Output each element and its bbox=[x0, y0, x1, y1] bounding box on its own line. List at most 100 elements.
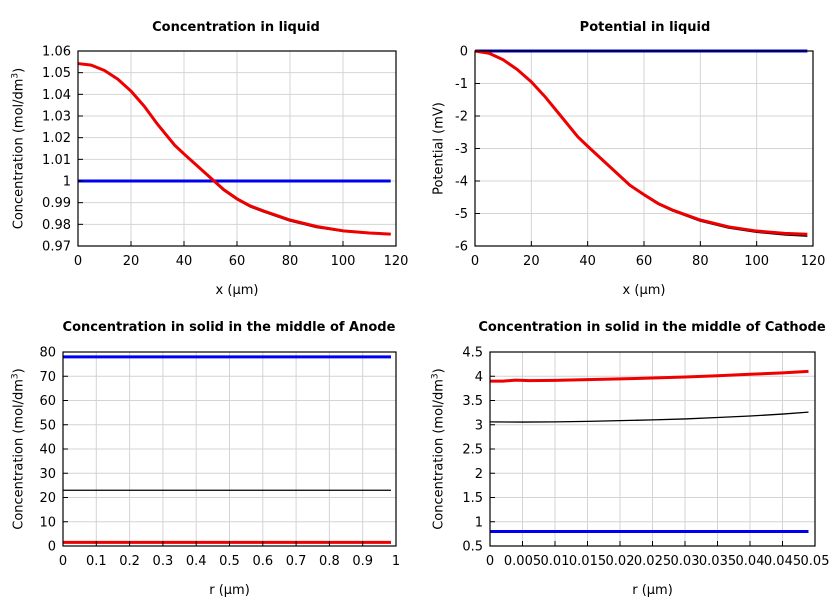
chart-4-series-final bbox=[490, 369, 809, 383]
chart-3-x-tick-label: 0.3 bbox=[153, 554, 174, 569]
chart-2-title: Potential in liquid bbox=[580, 20, 711, 35]
chart-1-y-axis-label: Concentration (mol/dm3) bbox=[11, 68, 27, 230]
chart-2: Potential in liquid 0 20 40 60 80 100 120 -6 -5 -4… bbox=[432, 20, 826, 298]
chart-1-x-axis-label: x (µm) bbox=[216, 283, 259, 298]
chart-3-y-axis-label-sup: 3 bbox=[11, 373, 21, 379]
chart-3-y-tick-label: 10 bbox=[39, 515, 56, 530]
chart-3-x-tick-label: 0 bbox=[59, 554, 67, 569]
chart-4-x-tick-label: 0.04 bbox=[736, 554, 765, 569]
chart-2-x-tick-label: 120 bbox=[801, 254, 826, 269]
chart-3-y-tick-label: 0 bbox=[48, 540, 56, 555]
chart-4-x-tick-label: 0.035 bbox=[699, 554, 736, 569]
chart-1-series-final bbox=[77, 62, 391, 236]
chart-4-x-tick-label: 0.01 bbox=[541, 554, 570, 569]
chart-4: Concentration in solid in the middle of … bbox=[431, 320, 830, 598]
chart-1-y-axis-label-end: ) bbox=[12, 68, 27, 73]
chart-1-x-tick-label: 0 bbox=[74, 254, 82, 269]
chart-2-y-tick-label: -6 bbox=[455, 240, 468, 255]
chart-2-x-tick-label: 40 bbox=[579, 254, 596, 269]
chart-2-x-tick-label: 0 bbox=[471, 254, 479, 269]
chart-3-x-tick-label: 0.7 bbox=[286, 554, 307, 569]
chart-3-y-tick-label: 70 bbox=[39, 370, 56, 385]
chart-4-x-tick-label: 0.015 bbox=[569, 554, 606, 569]
chart-3-x-tick-label: 0.9 bbox=[352, 554, 373, 569]
chart-1-x-tick-label: 80 bbox=[282, 254, 299, 269]
chart-3-y-tick-label: 20 bbox=[39, 491, 56, 506]
chart-2-x-axis-label: x (µm) bbox=[623, 283, 666, 298]
chart-1-x-tick-label: 100 bbox=[331, 254, 356, 269]
chart-2-series-final bbox=[474, 49, 808, 236]
chart-3-x-tick-label: 1 bbox=[392, 554, 400, 569]
chart-3-y-tick-label: 80 bbox=[39, 346, 56, 361]
chart-2-y-tick-label: -4 bbox=[455, 175, 468, 190]
chart-3-y-tick-label: 40 bbox=[39, 443, 56, 458]
chart-1-y-tick-label: 1.06 bbox=[42, 45, 71, 60]
chart-2-y-axis-label-text: Potential (mV) bbox=[432, 102, 447, 195]
chart-3-y-tick-label: 30 bbox=[39, 467, 56, 482]
chart-4-y-axis-label-sup: 3 bbox=[431, 373, 441, 379]
chart-3-y-axis-label-end: ) bbox=[12, 368, 27, 373]
chart-4-x-tick-label: 0.03 bbox=[671, 554, 700, 569]
chart-1-y-tick-label: 0.99 bbox=[42, 196, 71, 211]
chart-3-x-axis-label: r (µm) bbox=[209, 583, 250, 598]
chart-1-y-tick-label: 1.03 bbox=[42, 110, 71, 125]
chart-3-y-axis-label: Concentration (mol/dm3) bbox=[11, 368, 27, 530]
chart-4-y-tick-label: 1 bbox=[475, 515, 483, 530]
chart-1-y-tick-label: 0.97 bbox=[42, 240, 71, 255]
chart-4-series-black bbox=[489, 411, 809, 423]
chart-1-y-tick-label: 1.05 bbox=[42, 66, 71, 81]
chart-4-title: Concentration in solid in the middle of … bbox=[478, 320, 826, 335]
chart-3: Concentration in solid in the middle of … bbox=[11, 320, 401, 598]
chart-3-y-tick-label: 60 bbox=[39, 394, 56, 409]
chart-2-x-tick-label: 60 bbox=[636, 254, 653, 269]
chart-2-y-axis-label: Potential (mV) bbox=[432, 102, 447, 195]
chart-3-x-tick-label: 0.8 bbox=[319, 554, 340, 569]
chart-1-y-axis-label-text: Concentration (mol/dm bbox=[12, 79, 27, 230]
chart-4-y-tick-label: 1.5 bbox=[462, 491, 483, 506]
chart-2-y-tick-label: 0 bbox=[460, 45, 468, 60]
chart-3-x-tick-label: 0.6 bbox=[252, 554, 273, 569]
chart-3-x-tick-label: 0.2 bbox=[119, 554, 140, 569]
chart-1-x-tick-label: 60 bbox=[229, 254, 246, 269]
chart-2-y-tick-label: -1 bbox=[455, 77, 468, 92]
chart-2-x-tick-label: 100 bbox=[744, 254, 769, 269]
chart-4-x-tick-label: 0.05 bbox=[801, 554, 830, 569]
chart-4-x-tick-label: 0.025 bbox=[634, 554, 671, 569]
chart-4-x-axis-label: r (µm) bbox=[632, 583, 673, 598]
chart-2-x-tick-label: 80 bbox=[692, 254, 709, 269]
chart-2-x-tick-label: 20 bbox=[523, 254, 540, 269]
chart-3-y-axis-label-text: Concentration (mol/dm bbox=[12, 379, 27, 530]
chart-4-y-tick-label: 4.5 bbox=[462, 346, 483, 361]
chart-2-y-tick-label: -2 bbox=[455, 110, 468, 125]
chart-1-y-tick-label: 1.02 bbox=[42, 131, 71, 146]
chart-4-y-tick-label: 2 bbox=[475, 467, 483, 482]
chart-4-y-tick-label: 0.5 bbox=[462, 540, 483, 555]
chart-1-series-black bbox=[77, 63, 391, 235]
chart-3-y-tick-label: 50 bbox=[39, 418, 56, 433]
chart-2-y-tick-label: -5 bbox=[455, 207, 468, 222]
chart-3-title: Concentration in solid in the middle of … bbox=[63, 320, 396, 335]
chart-4-x-tick-label: 0.02 bbox=[606, 554, 635, 569]
chart-3-x-tick-label: 0.5 bbox=[219, 554, 240, 569]
chart-1-y-axis-label-sup: 3 bbox=[11, 73, 21, 79]
chart-1-x-tick-label: 40 bbox=[176, 254, 193, 269]
chart-1-y-tick-label: 1 bbox=[63, 175, 71, 190]
chart-1: Concentration in liquid 0 20 40 60 80 100 120 0.… bbox=[11, 20, 409, 298]
chart-4-y-axis-label: Concentration (mol/dm3) bbox=[431, 368, 447, 530]
chart-2-y-tick-label: -3 bbox=[455, 142, 468, 157]
chart-1-x-tick-label: 120 bbox=[384, 254, 409, 269]
chart-4-x-tick-label: 0.045 bbox=[764, 554, 801, 569]
chart-4-y-axis-label-end: ) bbox=[432, 368, 447, 373]
chart-1-x-tick-label: 20 bbox=[123, 254, 140, 269]
chart-3-x-tick-label: 0.1 bbox=[86, 554, 107, 569]
chart-4-y-tick-label: 4 bbox=[475, 370, 483, 385]
chart-1-y-tick-label: 1.01 bbox=[42, 153, 71, 168]
chart-4-x-tick-label: 0 bbox=[486, 554, 494, 569]
chart-4-y-tick-label: 3.5 bbox=[462, 394, 483, 409]
chart-2-series-black bbox=[474, 50, 808, 237]
chart-4-y-tick-label: 3 bbox=[475, 418, 483, 433]
chart-1-y-tick-label: 1.04 bbox=[42, 88, 71, 103]
chart-4-y-axis-label-text: Concentration (mol/dm bbox=[432, 379, 447, 530]
chart-4-y-tick-label: 2.5 bbox=[462, 443, 483, 458]
